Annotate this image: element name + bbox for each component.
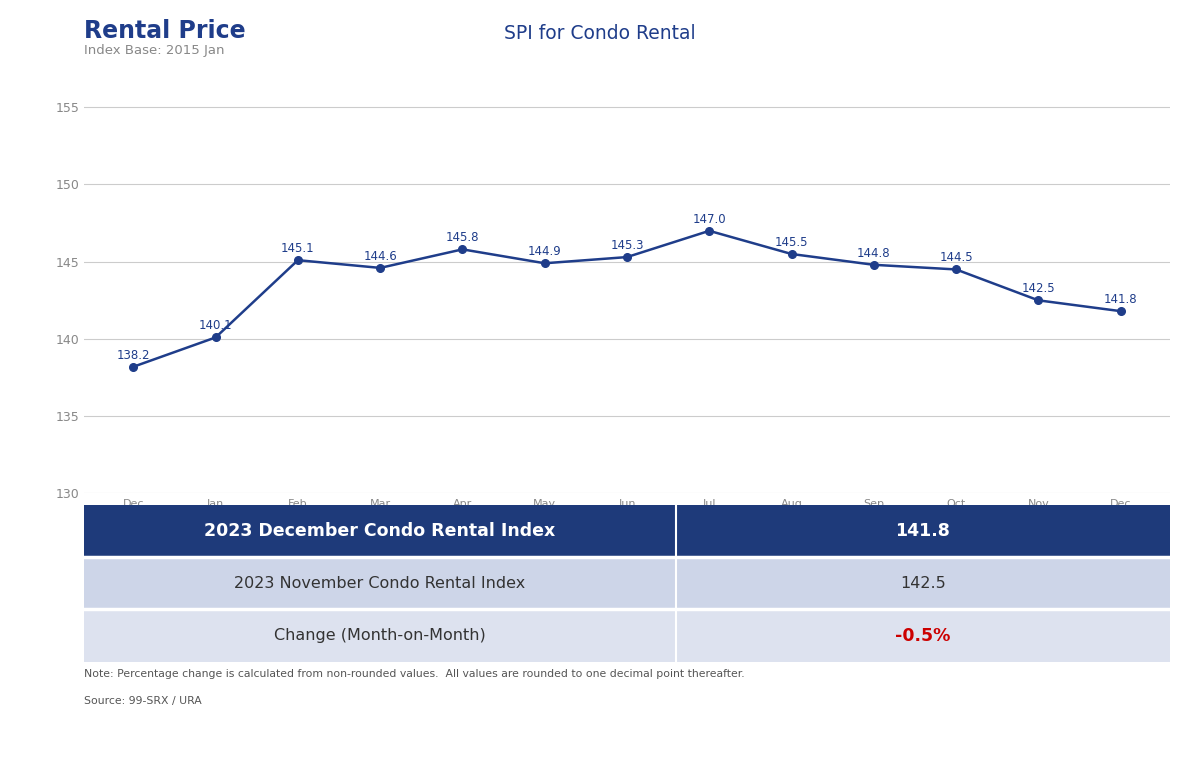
FancyBboxPatch shape [84, 505, 676, 557]
FancyBboxPatch shape [84, 610, 1170, 662]
Text: Rental Price: Rental Price [84, 19, 246, 43]
Text: SPI for Condo Rental: SPI for Condo Rental [504, 24, 696, 44]
Text: 145.5: 145.5 [775, 236, 809, 249]
Text: 2023 November Condo Rental Index: 2023 November Condo Rental Index [234, 576, 526, 591]
Text: 144.8: 144.8 [857, 247, 890, 260]
Text: Change (Month-on-Month): Change (Month-on-Month) [274, 628, 486, 643]
Text: 145.3: 145.3 [611, 239, 643, 252]
Text: 138.2: 138.2 [116, 349, 150, 362]
Text: Source: 99-SRX / URA: Source: 99-SRX / URA [84, 696, 202, 706]
Text: 2023 December Condo Rental Index: 2023 December Condo Rental Index [204, 522, 556, 540]
Text: 140.1: 140.1 [199, 320, 233, 333]
Text: 147.0: 147.0 [692, 213, 726, 226]
FancyBboxPatch shape [676, 505, 1170, 557]
Text: 141.8: 141.8 [895, 522, 950, 540]
Text: 142.5: 142.5 [900, 576, 946, 591]
Text: 145.1: 145.1 [281, 243, 314, 256]
Text: 144.5: 144.5 [940, 252, 973, 265]
Text: Note: Percentage change is calculated from non-rounded values.  All values are r: Note: Percentage change is calculated fr… [84, 669, 745, 679]
Text: Index Base: 2015 Jan: Index Base: 2015 Jan [84, 44, 224, 57]
Text: 145.8: 145.8 [445, 232, 479, 245]
Text: 144.6: 144.6 [364, 250, 397, 263]
Text: 142.5: 142.5 [1021, 282, 1055, 295]
Text: -0.5%: -0.5% [895, 627, 950, 645]
Text: 144.9: 144.9 [528, 246, 562, 259]
Text: 141.8: 141.8 [1104, 293, 1138, 306]
FancyBboxPatch shape [84, 557, 1170, 610]
